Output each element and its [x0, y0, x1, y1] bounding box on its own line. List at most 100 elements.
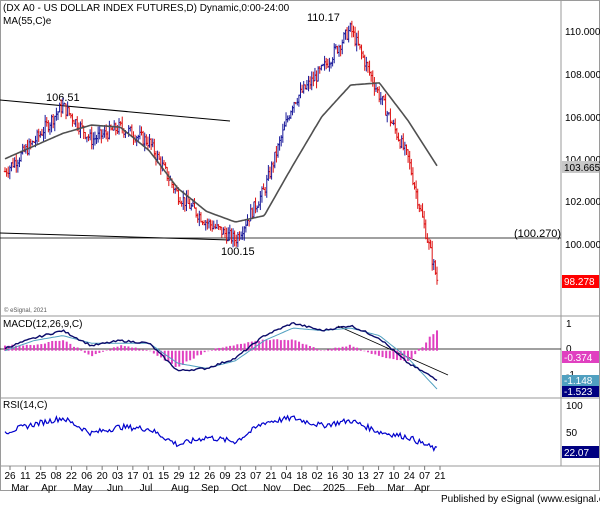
xaxis-day-label: 01	[143, 471, 155, 482]
xaxis-month-label: Sep	[201, 483, 219, 494]
macd-histogram-bar	[425, 342, 428, 351]
xaxis-month-labels: Mar Apr May Jun Jul Aug Sep Oct Nov Dec 2025 Feb Mar…	[11, 483, 430, 494]
chart-frame	[0, 0, 600, 491]
xaxis-day-label: 26	[204, 471, 216, 482]
ma-label: MA(55,C)e	[3, 16, 52, 27]
macd-histogram-bar	[410, 350, 413, 360]
price-bar	[435, 266, 439, 285]
macd-histogram-bar	[225, 346, 228, 351]
macd-histogram-bar	[120, 345, 123, 351]
chart-title: (DX A0 - US DOLLAR INDEX FUTURES,D) Dyna…	[3, 3, 290, 14]
macd-histogram-bar	[62, 340, 65, 351]
macd-histogram-bar	[203, 350, 206, 353]
xaxis-day-label: 10	[388, 471, 400, 482]
macd-histogram-bar	[152, 350, 155, 354]
macd-histogram-bar	[276, 339, 279, 351]
macd-histogram-bar	[312, 347, 315, 351]
macd-histogram-bar	[381, 350, 384, 358]
macd-histogram-bar	[76, 347, 79, 351]
ma-55-line	[4, 82, 438, 223]
macd-histogram-bar	[294, 340, 297, 351]
trendline-lower	[0, 232, 231, 241]
xaxis-day-label: 18	[296, 471, 308, 482]
macd-histogram-bar	[138, 349, 141, 351]
macd-histogram-bar	[29, 344, 32, 351]
last-price-box	[562, 275, 599, 288]
macd-histogram-bar	[428, 336, 431, 351]
macd-histogram-bar	[232, 345, 235, 351]
macd-histogram-bar	[22, 345, 25, 351]
xaxis-day-label: 12	[189, 471, 201, 482]
macd-histogram-bar	[7, 345, 10, 351]
xaxis-month-label: Mar	[11, 483, 29, 494]
macd-histogram-bar	[40, 344, 43, 351]
macd-histogram-bar	[421, 347, 424, 351]
macd-histogram-bar	[72, 346, 75, 351]
macd-histogram-bar	[432, 334, 435, 351]
price-tick-108: 108.000	[565, 70, 600, 81]
xaxis-month-label: Jun	[107, 483, 123, 494]
macd-histogram-bar	[367, 350, 370, 353]
macd-histogram-bar	[51, 340, 54, 351]
macd-histogram-bar	[327, 349, 330, 351]
xaxis-day-ticks: 26 11 25 08 22 06 20 03 17 01 15 29 12 26 09 23 07 21 04 18…	[4, 466, 446, 482]
macd-value: -1.148	[564, 376, 593, 387]
macd-histogram-bar	[334, 347, 337, 351]
xaxis-day-label: 13	[358, 471, 370, 482]
macd-histogram-bar	[14, 345, 17, 351]
macd-histogram-bar	[109, 349, 112, 351]
xaxis-day-label: 09	[219, 471, 231, 482]
xaxis-day-label: 27	[373, 471, 385, 482]
macd-label: MACD(12,26,9,C)	[3, 319, 82, 330]
xaxis-month-label: Jul	[140, 483, 153, 494]
macd-histogram-bar	[167, 350, 170, 362]
macd-histogram-bar	[58, 340, 61, 351]
macd-histogram-bar	[196, 350, 199, 356]
macd-histogram-bar	[210, 350, 213, 351]
xaxis-day-label: 22	[66, 471, 78, 482]
xaxis-day-label: 07	[419, 471, 431, 482]
macd-tick-1: 1	[566, 319, 572, 330]
xaxis-day-label: 03	[112, 471, 124, 482]
rsi-line	[4, 414, 438, 453]
macd-hist-value: -0.374	[564, 353, 593, 364]
xaxis-month-label: Nov	[263, 483, 281, 494]
macd-histogram-bar	[337, 347, 340, 351]
macd-histogram-bar	[163, 350, 166, 361]
macd-signal-box	[562, 375, 599, 386]
macd-histogram-bar	[290, 339, 293, 351]
watermark: © eSignal, 2021	[4, 307, 47, 314]
annotation-support-level: (100.270)	[514, 228, 561, 240]
xaxis-day-label: 07	[250, 471, 262, 482]
macd-histogram-bar	[392, 350, 395, 360]
macd-histogram-bar	[218, 347, 221, 351]
signal-value: -1.523	[564, 387, 593, 398]
macd-histogram-bar	[178, 350, 181, 367]
macd-histogram-bar	[298, 341, 301, 351]
macd-trendline	[337, 325, 449, 376]
macd-histogram-bar	[207, 350, 210, 352]
xaxis-day-label: 30	[342, 471, 354, 482]
macd-histogram-bar	[156, 350, 159, 356]
xaxis-month-label: Aug	[171, 483, 189, 494]
macd-histogram-bar	[283, 339, 286, 351]
macd-histogram-bar	[265, 339, 268, 351]
trendline-upper	[0, 99, 231, 122]
macd-histogram-bar	[345, 346, 348, 351]
macd-line-box	[562, 386, 599, 397]
macd-histogram-bar	[236, 344, 239, 351]
macd-histogram-bar	[243, 343, 246, 351]
macd-histogram-bar	[319, 350, 322, 351]
xaxis-day-label: 20	[97, 471, 109, 482]
macd-histogram-bar	[102, 350, 105, 352]
macd-histogram-bar	[127, 346, 130, 351]
macd-histogram-bar	[279, 340, 282, 351]
xaxis-day-label: 06	[81, 471, 93, 482]
macd-histogram-bar	[258, 341, 261, 351]
macd-histogram-bar	[261, 339, 264, 351]
macd-histogram-bar	[356, 347, 359, 351]
macd-histogram-bar	[214, 348, 217, 351]
xaxis-day-label: 21	[266, 471, 278, 482]
macd-hist-box	[562, 351, 599, 363]
